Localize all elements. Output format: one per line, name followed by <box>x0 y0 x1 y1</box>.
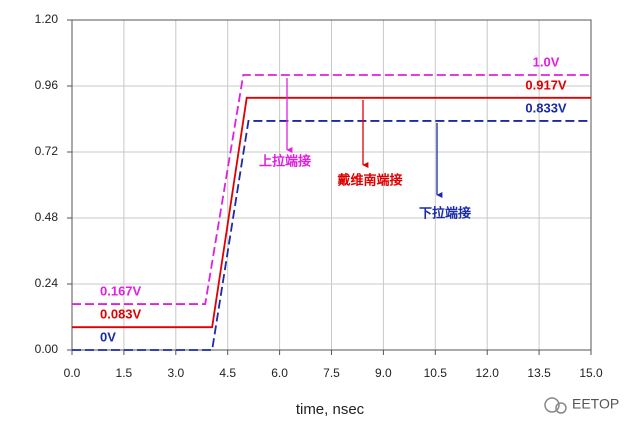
x-tick-label: 7.5 <box>323 366 340 380</box>
series-line <box>72 96 591 329</box>
x-axis-label: time, nsec <box>296 401 365 418</box>
series-line <box>72 120 591 351</box>
value-label: 0.917V <box>525 77 567 92</box>
x-tick-label: 10.5 <box>424 366 448 380</box>
series-line <box>72 74 591 305</box>
x-tick-label: 6.0 <box>271 366 288 380</box>
y-tick-label: 0.72 <box>35 144 59 158</box>
y-tick-label: 1.20 <box>35 12 59 26</box>
watermark: EETOP <box>572 396 619 412</box>
value-label: 1.0V <box>533 54 560 69</box>
annotation: 下拉端接 <box>419 205 471 220</box>
watermark-icon <box>544 397 567 414</box>
y-tick-label: 0.24 <box>35 276 59 290</box>
value-label: 0V <box>100 329 116 344</box>
x-tick-label: 3.0 <box>167 366 184 380</box>
x-tick-label: 4.5 <box>219 366 236 380</box>
value-label: 0.833V <box>525 100 567 115</box>
x-tick-label: 9.0 <box>375 366 392 380</box>
x-tick-label: 12.0 <box>476 366 500 380</box>
plot-border <box>71 19 592 351</box>
x-tick-label: 15.0 <box>579 366 603 380</box>
y-tick-label: 0.00 <box>35 342 59 356</box>
value-label: 0.083V <box>100 307 142 322</box>
y-tick-label: 0.48 <box>35 210 59 224</box>
x-tick-label: 13.5 <box>527 366 551 380</box>
y-tick-label: 0.96 <box>35 78 59 92</box>
annotation: 戴维南端接 <box>337 172 402 187</box>
x-tick-label: 1.5 <box>116 366 133 380</box>
annotation: 上拉端接 <box>259 153 311 168</box>
value-label: 0.167V <box>100 284 142 299</box>
x-tick-label: 0.0 <box>64 366 81 380</box>
